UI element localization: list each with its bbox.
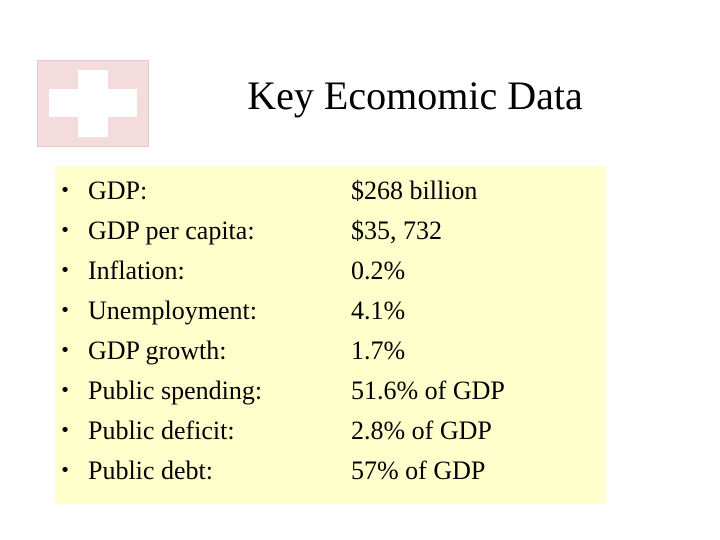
bullet-icon: •: [59, 260, 71, 281]
bullet-icon: •: [59, 340, 71, 361]
row-label: Public spending:: [88, 376, 263, 405]
data-row-public-spending: • Public spending: 51.6% of GDP: [55, 371, 606, 411]
row-value: 51.6% of GDP: [351, 376, 505, 405]
bullet-icon: •: [59, 300, 71, 321]
data-row-public-deficit: • Public deficit: 2.8% of GDP: [55, 411, 606, 451]
bullet-icon: •: [59, 420, 71, 441]
row-value: 4.1%: [351, 296, 406, 325]
data-row-gdp-growth: • GDP growth: 1.7%: [55, 331, 606, 371]
data-row-gdp: • GDP: $268 billion: [55, 171, 606, 211]
row-label: Public debt:: [88, 456, 213, 485]
row-value: 57% of GDP: [351, 456, 486, 485]
row-label: GDP growth:: [88, 336, 227, 365]
bullet-icon: •: [59, 380, 71, 401]
bullet-icon: •: [59, 460, 71, 481]
data-row-gdp-per-capita: • GDP per capita: $35, 732: [55, 211, 606, 251]
economic-data-panel: • GDP: $268 billion • GDP per capita: $3…: [55, 166, 606, 504]
row-value: $268 billion: [351, 176, 478, 205]
row-label: Public deficit:: [88, 416, 235, 445]
row-label: Unemployment:: [88, 296, 257, 325]
row-label: Inflation:: [88, 256, 185, 285]
row-value: $35, 732: [351, 216, 442, 245]
data-row-unemployment: • Unemployment: 4.1%: [55, 291, 606, 331]
bullet-icon: •: [59, 180, 71, 201]
row-value: 0.2%: [351, 256, 406, 285]
row-label: GDP:: [88, 176, 148, 205]
slide-title: Key Ecomomic Data: [247, 73, 583, 118]
bullet-icon: •: [59, 220, 71, 241]
row-label: GDP per capita:: [88, 216, 255, 245]
data-row-inflation: • Inflation: 0.2%: [55, 251, 606, 291]
row-value: 1.7%: [351, 336, 406, 365]
swiss-flag-icon: [37, 60, 149, 147]
data-row-public-debt: • Public debt: 57% of GDP: [55, 451, 606, 491]
row-value: 2.8% of GDP: [351, 416, 492, 445]
